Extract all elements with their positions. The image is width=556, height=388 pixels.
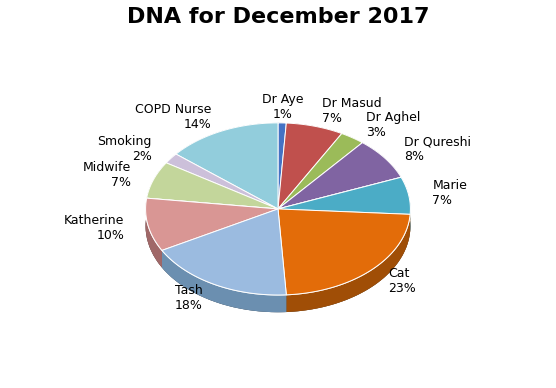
Polygon shape — [363, 143, 401, 194]
Polygon shape — [146, 198, 162, 268]
Polygon shape — [146, 198, 278, 250]
Polygon shape — [166, 154, 176, 180]
Polygon shape — [342, 133, 363, 160]
Polygon shape — [162, 209, 286, 295]
Polygon shape — [286, 123, 342, 151]
Polygon shape — [166, 154, 278, 209]
Polygon shape — [278, 209, 410, 295]
Polygon shape — [278, 123, 286, 209]
Polygon shape — [176, 123, 278, 171]
Polygon shape — [401, 177, 410, 232]
Text: Dr Qureshi
8%: Dr Qureshi 8% — [404, 135, 471, 163]
Polygon shape — [146, 198, 162, 268]
Polygon shape — [278, 123, 286, 140]
Text: COPD Nurse
14%: COPD Nurse 14% — [135, 103, 211, 131]
Polygon shape — [176, 123, 278, 209]
Text: Dr Aye
1%: Dr Aye 1% — [262, 94, 304, 121]
Polygon shape — [147, 163, 278, 209]
Polygon shape — [286, 214, 410, 312]
Text: Cat
23%: Cat 23% — [389, 267, 416, 295]
Polygon shape — [401, 177, 410, 232]
Polygon shape — [278, 123, 342, 209]
Polygon shape — [278, 133, 363, 209]
Text: Tash
18%: Tash 18% — [175, 284, 203, 312]
Polygon shape — [278, 177, 410, 214]
Ellipse shape — [146, 140, 410, 312]
Text: Smoking
2%: Smoking 2% — [97, 135, 152, 163]
Title: DNA for December 2017: DNA for December 2017 — [127, 7, 429, 27]
Text: Katherine
10%: Katherine 10% — [64, 214, 125, 242]
Polygon shape — [162, 250, 286, 312]
Text: Dr Aghel
3%: Dr Aghel 3% — [366, 111, 420, 139]
Polygon shape — [162, 250, 286, 312]
Polygon shape — [147, 163, 166, 215]
Polygon shape — [286, 214, 410, 312]
Polygon shape — [278, 143, 401, 209]
Polygon shape — [278, 177, 410, 214]
Polygon shape — [162, 209, 286, 295]
Polygon shape — [146, 198, 278, 250]
Polygon shape — [278, 209, 410, 295]
Text: Marie
7%: Marie 7% — [433, 179, 467, 207]
Text: Midwife
7%: Midwife 7% — [83, 161, 131, 189]
Text: Dr Masud
7%: Dr Masud 7% — [321, 97, 381, 125]
